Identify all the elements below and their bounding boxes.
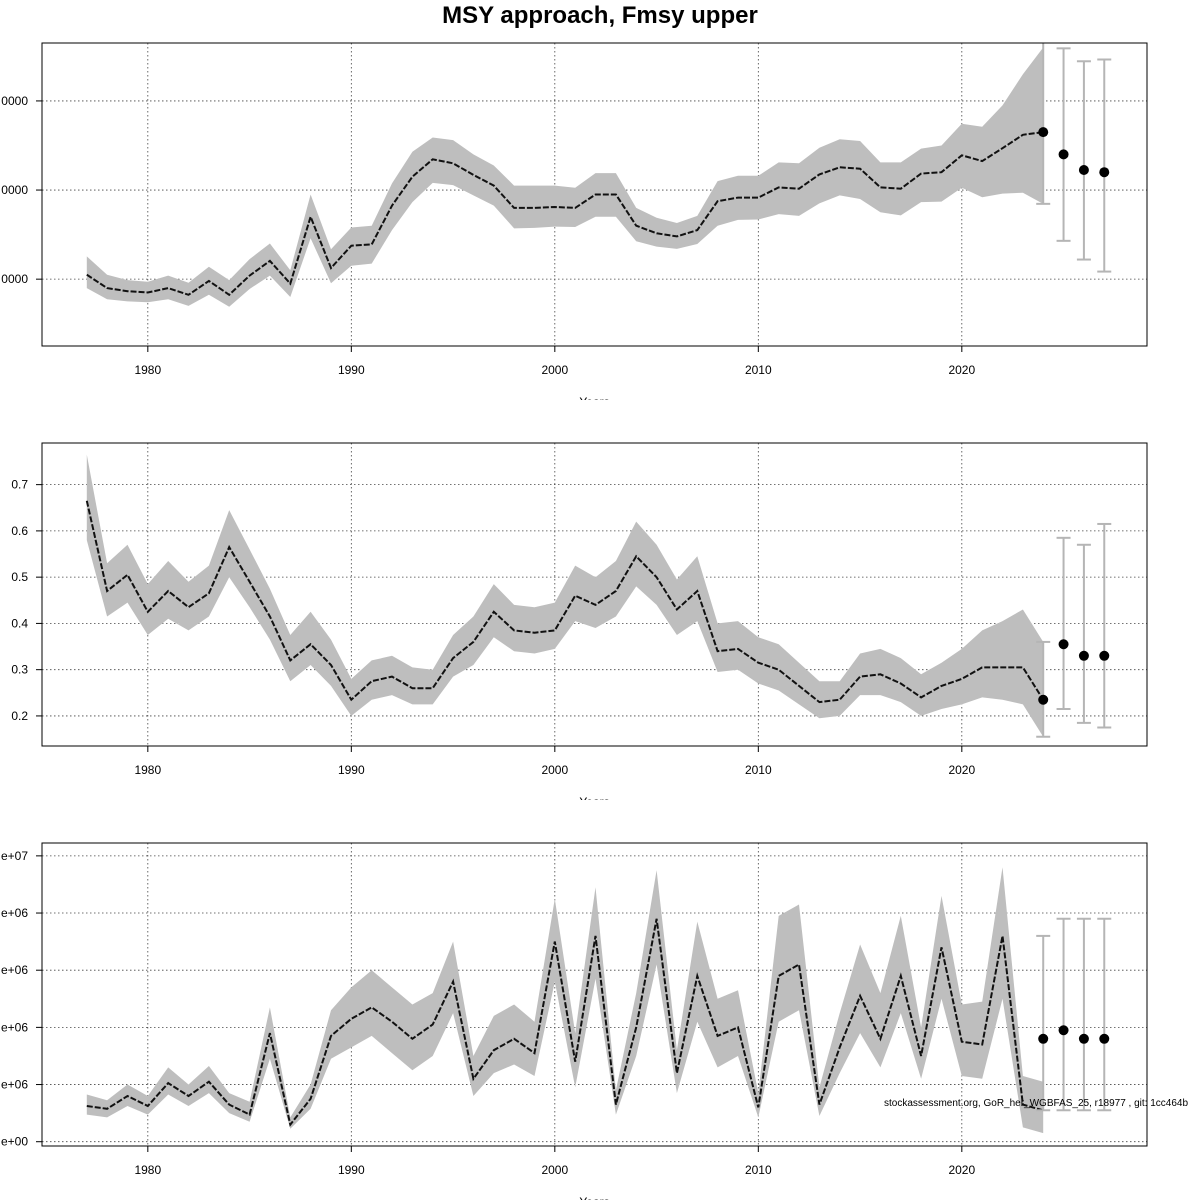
forecast-point (1099, 1033, 1110, 1044)
y-tick-label: e+06 (1, 963, 28, 977)
plot-area (85, 454, 1112, 738)
y-tick-label: 0.5 (11, 570, 28, 584)
panel-1: 19801990200020102020000000000000Years (1, 42, 1148, 409)
panel-frame (41, 442, 1148, 747)
x-axis-label: Years (579, 1195, 609, 1200)
forecast-point (1099, 167, 1110, 178)
plot-area (86, 43, 1112, 307)
x-tick-label: 1990 (338, 763, 365, 777)
y-tick-label: e+07 (1, 849, 28, 863)
figure-title: MSY approach, Fmsy upper (442, 2, 758, 29)
x-tick-label: 2010 (745, 363, 772, 377)
forecast-point (1078, 650, 1089, 661)
panel-3: 1980 1990 2000 2010 2020 e+00 e+06 e+06 e+06 e+06… (1, 842, 1148, 1200)
forecast-point (1038, 694, 1049, 705)
x-tick-label: 2000 (541, 763, 568, 777)
y-tick-label: e+00 (1, 1135, 28, 1149)
forecast-point (1078, 164, 1089, 175)
forecast-point (1058, 149, 1069, 160)
x-tick-label: 2000 (541, 1163, 568, 1177)
forecast-point (1058, 1025, 1069, 1036)
panel-frame (41, 842, 1148, 1147)
y-tick-label: 0.6 (11, 524, 28, 538)
y-tick-label: e+06 (1, 906, 28, 920)
y-tick-label: 0.7 (11, 478, 28, 492)
forecast-point (1078, 1033, 1089, 1044)
x-tick-label: 1980 (134, 363, 161, 377)
x-tick-label: 2010 (745, 763, 772, 777)
y-tick-label: 0.4 (11, 616, 28, 630)
forecast-point (1058, 639, 1069, 650)
x-tick-label: 1980 (134, 763, 161, 777)
x-tick-label: 1990 (338, 1163, 365, 1177)
y-tick-label: e+06 (1, 1020, 28, 1034)
x-tick-label: 2010 (745, 1163, 772, 1177)
y-tick-label: 0.3 (11, 663, 28, 677)
estimate-line (85, 500, 1045, 704)
x-tick-label: 2000 (541, 363, 568, 377)
label-crop-mask (0, 800, 1200, 830)
forecast-point (1038, 1033, 1049, 1044)
x-tick-label: 1990 (338, 363, 365, 377)
panel-2: 198019902000201020200.20.30.40.50.60.7Ye… (11, 442, 1148, 809)
forecast-point (1038, 127, 1049, 138)
footer-note: stockassessment.org, GoR_her_WGBFAS_25, … (884, 1098, 1189, 1109)
estimate-line (86, 918, 1044, 1127)
x-tick-label: 2020 (948, 763, 975, 777)
x-tick-label: 1980 (134, 1163, 161, 1177)
estimate-line (86, 131, 1044, 297)
y-tick-label: 0000 (1, 183, 28, 197)
x-tick-label: 2020 (948, 363, 975, 377)
y-tick-label: 0000 (1, 94, 28, 108)
x-tick-label: 2020 (948, 1163, 975, 1177)
confidence-band (86, 47, 1044, 307)
plot-area (86, 867, 1112, 1134)
label-crop-mask (0, 400, 1200, 430)
y-tick-label: e+06 (1, 1078, 28, 1092)
y-tick-label: 0000 (1, 272, 28, 286)
confidence-band (86, 454, 1044, 737)
y-tick-label: 0.2 (11, 709, 28, 723)
forecast-point (1099, 650, 1110, 661)
panel-frame (41, 42, 1148, 347)
